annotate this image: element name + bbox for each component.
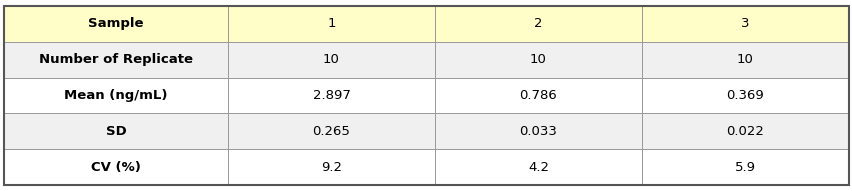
Bar [227, 78, 435, 113]
Bar [227, 42, 435, 78]
Bar [435, 42, 641, 78]
Bar [641, 149, 848, 185]
Bar [227, 113, 435, 149]
Text: 10: 10 [529, 53, 546, 66]
Text: 0.022: 0.022 [726, 125, 763, 138]
Bar [435, 6, 641, 42]
Text: Sample: Sample [89, 17, 144, 30]
Text: 2: 2 [533, 17, 542, 30]
Text: 4.2: 4.2 [527, 161, 548, 174]
Text: 2.897: 2.897 [312, 89, 350, 102]
Text: SD: SD [106, 125, 126, 138]
Text: 0.033: 0.033 [519, 125, 556, 138]
Bar [435, 78, 641, 113]
Text: 10: 10 [323, 53, 340, 66]
Bar [227, 6, 435, 42]
Text: 3: 3 [740, 17, 749, 30]
Bar [435, 149, 641, 185]
Bar [435, 113, 641, 149]
Text: 10: 10 [736, 53, 753, 66]
Bar [641, 6, 848, 42]
Bar [4, 113, 227, 149]
Text: 0.265: 0.265 [312, 125, 350, 138]
Text: 5.9: 5.9 [734, 161, 755, 174]
Text: Mean (ng/mL): Mean (ng/mL) [65, 89, 168, 102]
Text: 9.2: 9.2 [320, 161, 342, 174]
Text: CV (%): CV (%) [91, 161, 141, 174]
Text: 0.369: 0.369 [726, 89, 763, 102]
Bar [4, 6, 227, 42]
Text: 1: 1 [327, 17, 336, 30]
Text: 0.786: 0.786 [519, 89, 556, 102]
Bar [4, 42, 227, 78]
Bar [4, 149, 227, 185]
Bar [4, 78, 227, 113]
Bar [641, 42, 848, 78]
Bar [227, 149, 435, 185]
Text: Number of Replicate: Number of Replicate [39, 53, 193, 66]
Bar [641, 113, 848, 149]
Bar [641, 78, 848, 113]
